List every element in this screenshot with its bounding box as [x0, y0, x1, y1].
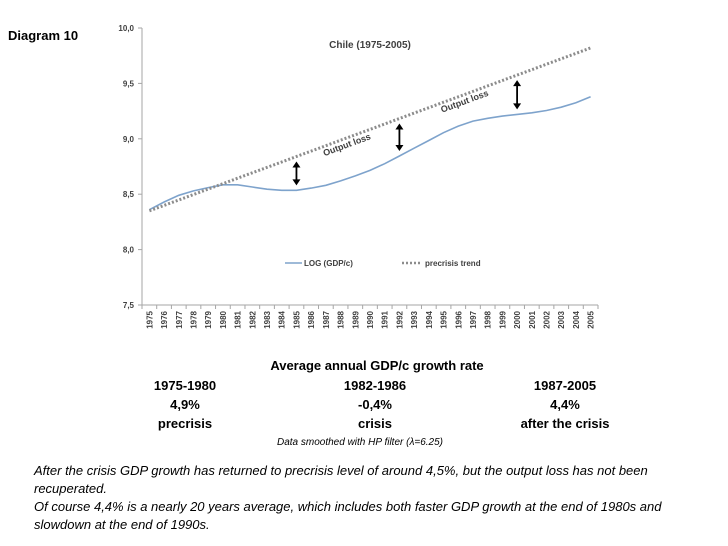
period-rate: -0,4% — [358, 397, 392, 412]
output-loss-arrow — [513, 80, 522, 110]
x-tick-label: 1986 — [307, 310, 316, 328]
y-tick-label: 9,0 — [123, 135, 135, 144]
output-loss-arrow — [292, 161, 301, 186]
x-tick-label: 1992 — [395, 310, 404, 328]
diagram-label: Diagram 10 — [8, 28, 79, 43]
x-tick-label: 1977 — [175, 310, 184, 328]
x-tick-label: 1997 — [469, 310, 478, 328]
arrow-head-down — [292, 179, 301, 186]
x-tick-label: 1988 — [337, 310, 346, 328]
x-tick-label: 1994 — [425, 310, 434, 328]
arrow-head-up — [292, 161, 301, 168]
x-tick-label: 1999 — [498, 310, 507, 328]
arrow-head-up — [395, 123, 404, 130]
x-tick-label: 1981 — [234, 310, 243, 328]
footer-text: After the crisis GDP growth has returned… — [34, 462, 684, 534]
period-note: precrisis — [157, 416, 213, 431]
x-tick-label: 1990 — [366, 310, 375, 328]
x-tick-label: 2002 — [543, 310, 552, 328]
x-tick-label: 1982 — [248, 310, 257, 328]
y-tick-label: 9,5 — [123, 79, 135, 88]
x-tick-label: 1976 — [160, 310, 169, 328]
x-axis: 1975 1976 1977 1978 1979 1980 1981 1982 1983 1984… — [141, 304, 599, 329]
period-precrisis: 1975-1980 4,9% precrisis — [130, 376, 240, 433]
period-rate: 4,9% — [170, 397, 200, 412]
x-tick-label: 2003 — [557, 310, 566, 328]
x-tick-label: 1996 — [454, 310, 463, 328]
gdp-chart: 7,5 8,0 8,5 9,0 9,5 10,0 1975 1976 1977 1978 1979… — [118, 24, 599, 329]
x-tick-label: 1979 — [204, 310, 213, 328]
arrow-head-down — [395, 144, 404, 151]
y-axis: 7,5 8,0 8,5 9,0 9,5 10,0 — [118, 24, 143, 310]
legend-label-trend: precrisis trend — [425, 259, 481, 268]
y-tick-label: 8,5 — [123, 190, 135, 199]
period-years: 1982-1986 — [343, 378, 407, 393]
x-tick-label: 1987 — [322, 310, 331, 328]
x-tick-label: 2004 — [572, 310, 581, 328]
output-loss-label: Output loss — [322, 131, 372, 158]
output-loss-arrow — [395, 123, 404, 151]
x-tick-label: 1989 — [351, 310, 360, 328]
x-tick-label: 1984 — [278, 310, 287, 328]
series-layer — [148, 46, 592, 213]
arrow-head-down — [513, 103, 522, 110]
chart-title: Chile (1975-2005) — [329, 40, 411, 51]
x-tick-label: 1975 — [145, 310, 154, 328]
x-tick-label: 1978 — [189, 310, 198, 328]
period-rate: 4,4% — [550, 397, 580, 412]
period-years: 1975-1980 — [153, 378, 217, 393]
period-after-crisis: 1987-2005 4,4% after the crisis — [505, 376, 625, 433]
x-tick-label: 1998 — [484, 310, 493, 328]
y-tick-label: 7,5 — [123, 301, 135, 310]
footer-paragraph: After the crisis GDP growth has returned… — [34, 463, 648, 496]
y-tick-label: 10,0 — [118, 24, 134, 33]
x-tick-label: 2001 — [528, 310, 537, 328]
x-tick-label: 1993 — [410, 310, 419, 328]
series-line-log-gdp — [149, 95, 591, 211]
x-tick-label: 2005 — [587, 310, 596, 328]
period-years: 1987-2005 — [533, 378, 597, 393]
smoothing-note: Data smoothed with HP filter (λ=6.25) — [276, 437, 443, 448]
period-note: after the crisis — [520, 416, 610, 431]
period-crisis: 1982-1986 -0,4% crisis — [320, 376, 430, 433]
x-tick-label: 1980 — [219, 310, 228, 328]
x-tick-label: 1985 — [292, 310, 301, 328]
period-note: crisis — [358, 416, 392, 431]
growth-rate-header: Average annual GDP/c growth rate — [270, 358, 484, 373]
x-tick-label: 1991 — [381, 310, 390, 328]
legend-label-gdp: LOG (GDP/c) — [304, 259, 353, 268]
y-tick-label: 8,0 — [123, 246, 135, 255]
arrow-head-up — [513, 80, 522, 87]
legend: LOG (GDP/c) precrisis trend — [285, 259, 481, 268]
footer-paragraph: Of course 4,4% is a nearly 20 years aver… — [34, 499, 662, 532]
x-tick-label: 1995 — [440, 310, 449, 328]
x-tick-label: 1983 — [263, 310, 272, 328]
x-tick-label: 2000 — [513, 310, 522, 328]
